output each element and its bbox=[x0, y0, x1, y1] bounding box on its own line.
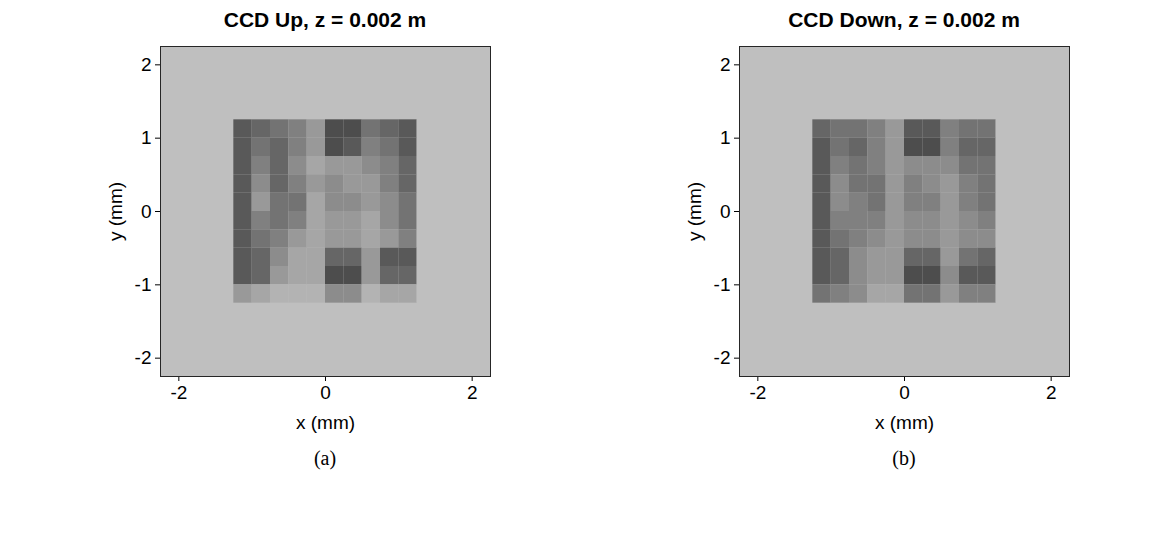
svg-text:2: 2 bbox=[467, 382, 478, 403]
svg-text:0: 0 bbox=[720, 201, 731, 222]
svg-text:-2: -2 bbox=[749, 382, 766, 403]
svg-text:0: 0 bbox=[141, 201, 152, 222]
svg-text:2: 2 bbox=[720, 54, 731, 75]
svg-text:1: 1 bbox=[141, 127, 152, 148]
svg-text:y (mm): y (mm) bbox=[684, 182, 705, 241]
svg-text:0: 0 bbox=[320, 382, 331, 403]
html-text:CCD Down, z = 0.002 m: CCD Down, z = 0.002 m bbox=[788, 8, 1020, 31]
svg-text:x (mm): x (mm) bbox=[296, 412, 355, 433]
html-text:(a): (a) bbox=[313, 447, 337, 469]
svg-text:-2: -2 bbox=[714, 347, 731, 368]
html-text:(b): (b) bbox=[892, 447, 916, 469]
svg-text:y (mm): y (mm) bbox=[105, 182, 126, 241]
svg-text:2: 2 bbox=[1046, 382, 1057, 403]
html-text:CCD Up, z = 0.002 m: CCD Up, z = 0.002 m bbox=[223, 8, 427, 31]
svg-text:2: 2 bbox=[141, 54, 152, 75]
svg-text:-2: -2 bbox=[170, 382, 187, 403]
svg-text:1: 1 bbox=[720, 127, 731, 148]
svg-text:x (mm): x (mm) bbox=[875, 412, 934, 433]
svg-text:0: 0 bbox=[899, 382, 910, 403]
svg-text:-1: -1 bbox=[714, 274, 731, 295]
svg-text:-2: -2 bbox=[135, 347, 152, 368]
svg-text:-1: -1 bbox=[135, 274, 152, 295]
